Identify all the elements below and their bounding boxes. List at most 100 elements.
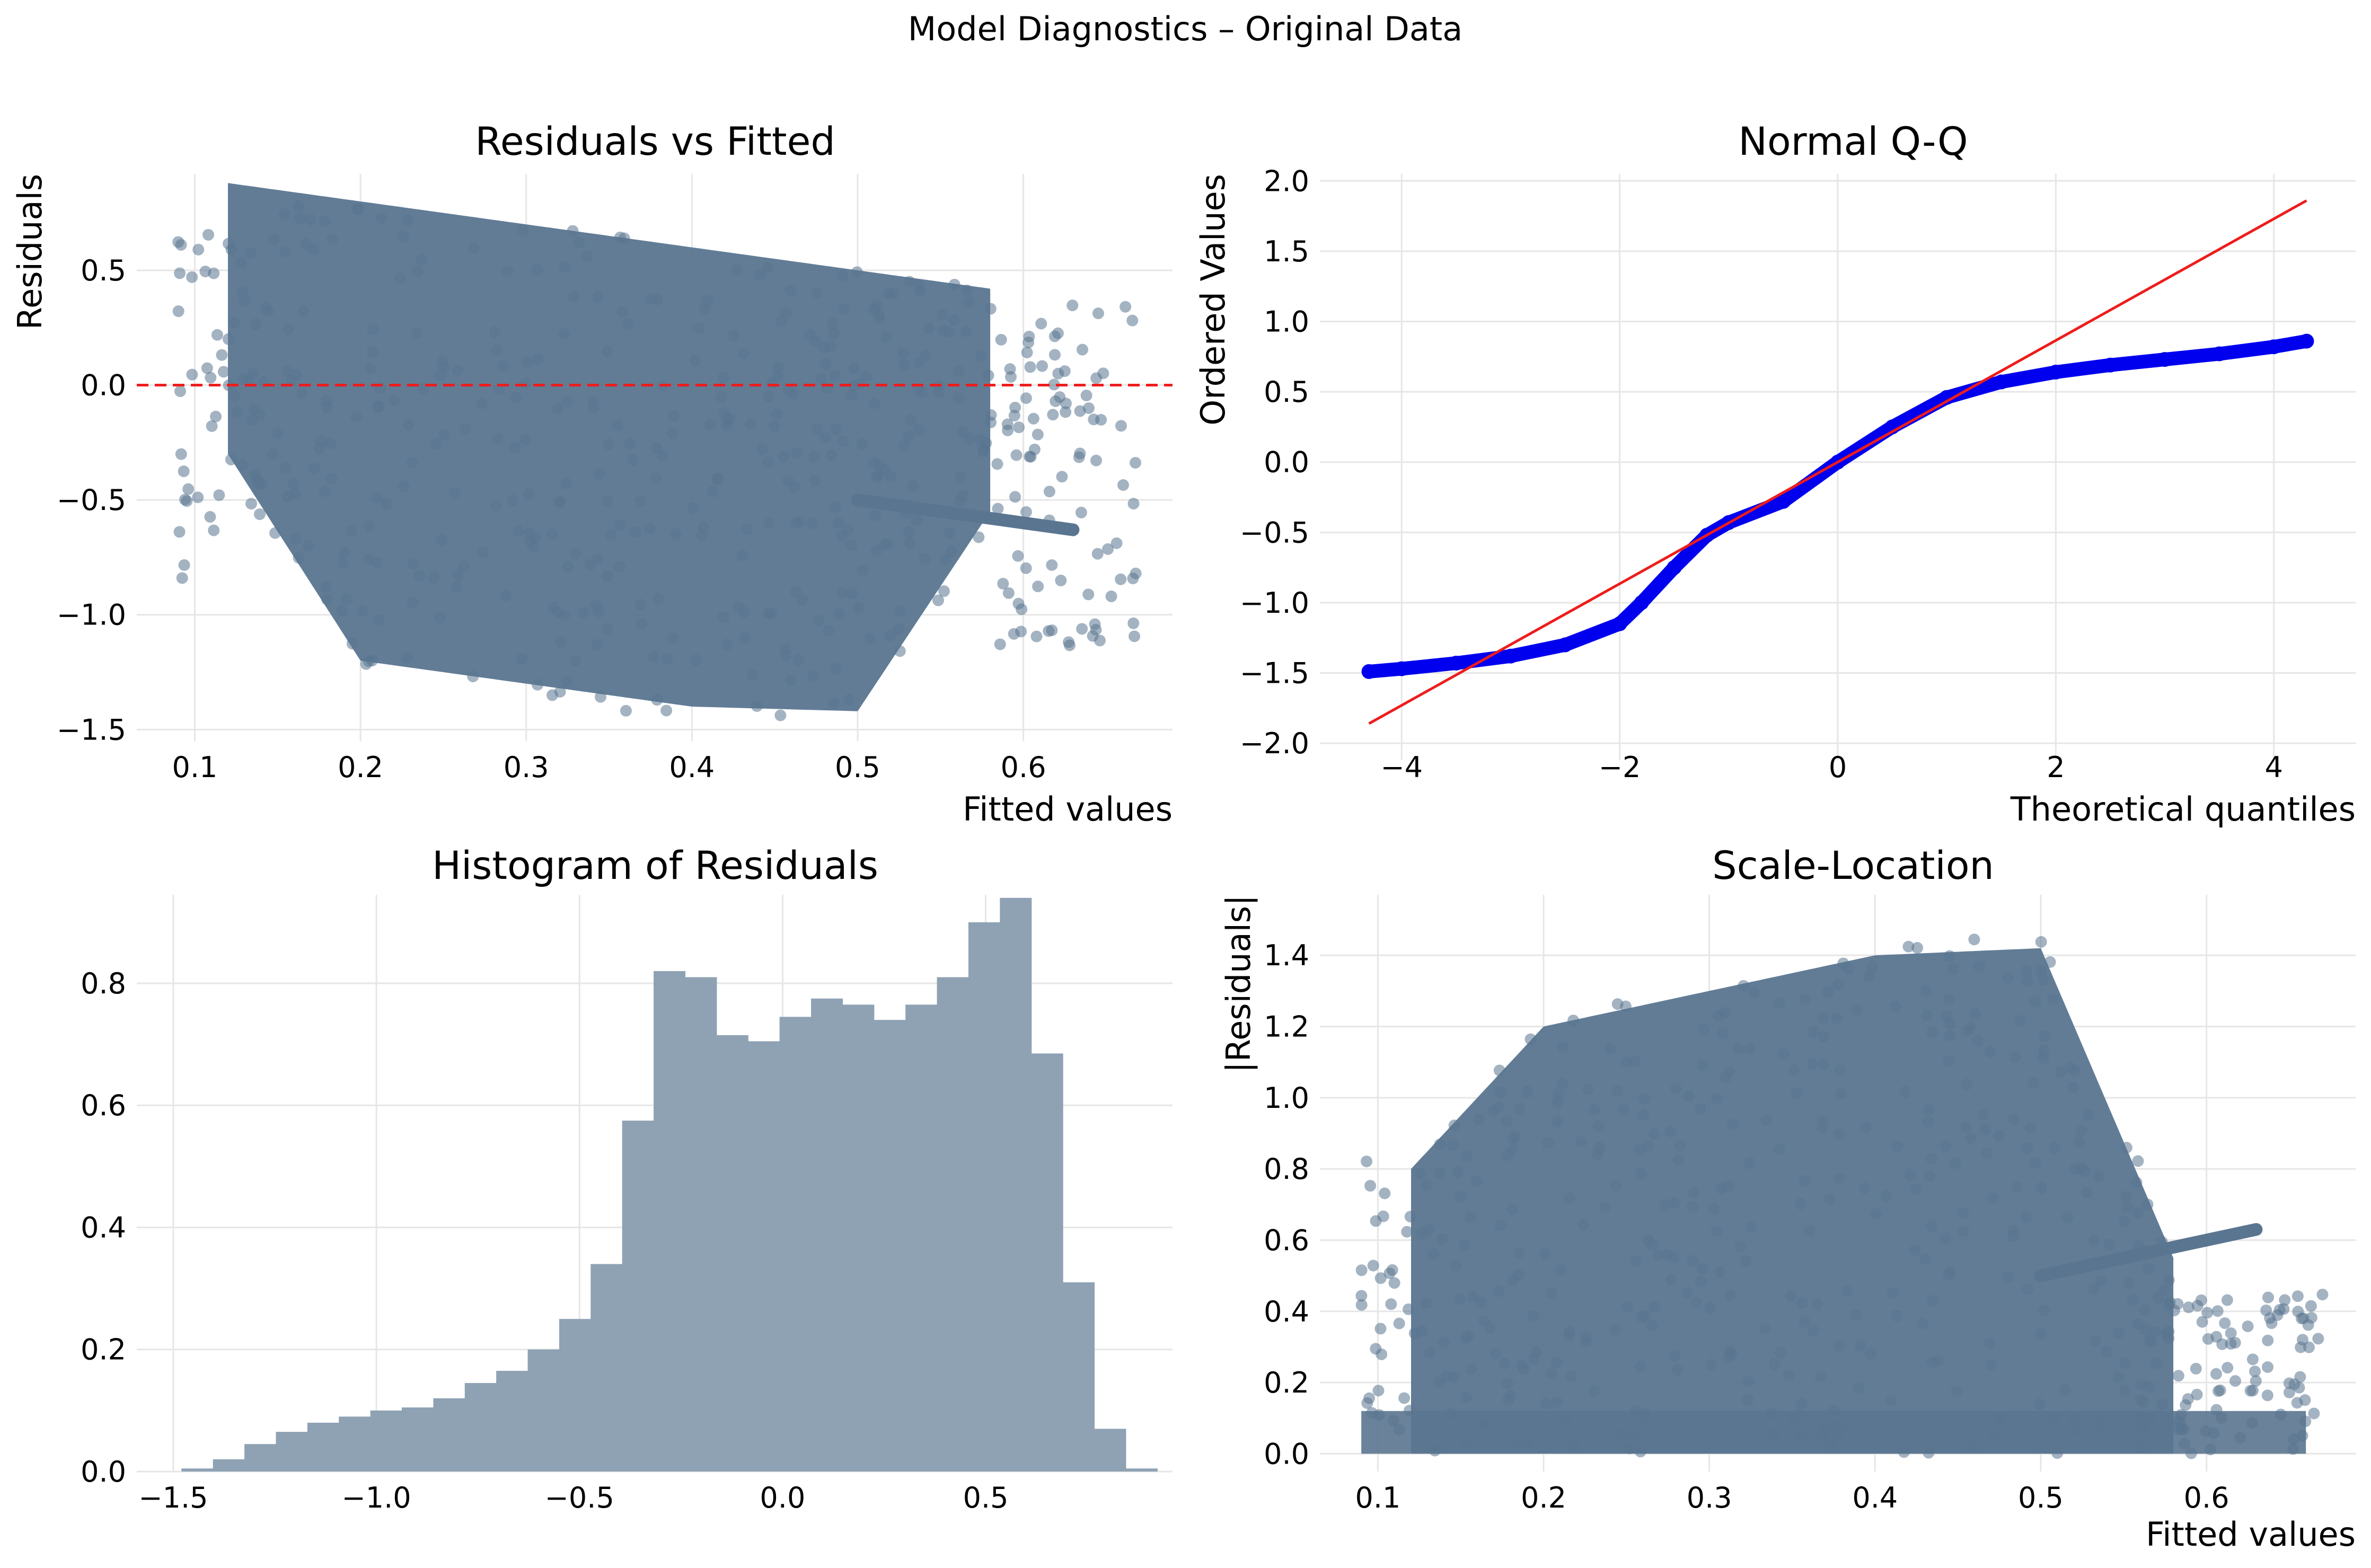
scale-location-point: [2262, 1361, 2274, 1373]
scale-location-point: [2035, 1327, 2047, 1340]
scale-location-point: [1563, 1326, 1575, 1338]
figure-title: Model Diagnostics – Original Data: [908, 10, 1462, 48]
residual-point: [1004, 363, 1016, 375]
residual-point: [830, 423, 842, 435]
residual-point: [903, 526, 915, 538]
residual-point: [1117, 479, 1129, 491]
scale-location-point: [1796, 1397, 1808, 1410]
qq-point: [2103, 357, 2118, 373]
scale-location-point: [1502, 1149, 1514, 1161]
histogram-bar: [622, 1120, 654, 1472]
residual-point: [657, 450, 669, 462]
scale-location-point: [1539, 1248, 1552, 1260]
residual-point: [837, 435, 849, 447]
scale-location-point: [1636, 1311, 1648, 1324]
residual-point: [325, 472, 338, 485]
scale-location-point: [2291, 1290, 2304, 1302]
scale-location-point: [2305, 1300, 2317, 1312]
residual-point: [1066, 299, 1079, 312]
qq-point: [1394, 661, 1409, 676]
residual-point: [826, 318, 839, 330]
scale-location-point: [1668, 1251, 1680, 1263]
residual-point: [225, 453, 237, 465]
scale-location-point: [1611, 998, 1624, 1010]
residual-point: [791, 447, 803, 459]
residual-point: [286, 374, 298, 386]
scale-location-point: [2262, 1291, 2274, 1303]
residual-point: [279, 462, 292, 474]
residual-point: [833, 608, 845, 620]
panel-title-normal-qq: Normal Q-Q: [1738, 119, 1968, 164]
residual-point: [293, 552, 305, 564]
scale-location-point: [1902, 940, 1915, 953]
residual-point: [281, 490, 294, 503]
scale-location-point: [1642, 1234, 1654, 1246]
residual-point: [321, 401, 333, 413]
scale-location-point: [1855, 1340, 1867, 1352]
x-tick-label: −0.5: [545, 1481, 614, 1514]
scale-location-point: [1364, 1179, 1377, 1192]
residual-point: [346, 638, 358, 650]
residual-point: [239, 295, 251, 307]
scale-location-point: [1925, 1152, 1937, 1165]
scale-location-point: [1944, 950, 1956, 962]
scale-location-point: [1429, 1444, 1441, 1457]
scale-location-point: [1421, 1179, 1433, 1191]
residual-point: [394, 272, 407, 285]
scale-location-point: [2047, 993, 2059, 1006]
residual-point: [870, 544, 883, 556]
residual-point: [228, 390, 241, 402]
scale-location-point: [1473, 1113, 1485, 1125]
residual-point: [903, 276, 915, 288]
residual-point: [401, 651, 413, 664]
residual-point: [894, 605, 906, 617]
scale-location-point: [1427, 1248, 1440, 1261]
residual-point: [1120, 301, 1132, 313]
scale-location-point: [1973, 960, 1985, 972]
histogram-bar: [307, 1422, 339, 1472]
scale-location-point: [1921, 1009, 1933, 1021]
scale-location-point: [2261, 1389, 2273, 1402]
residual-point: [1023, 330, 1035, 342]
residual-point: [1036, 360, 1048, 372]
scale-location-point: [1795, 1430, 1807, 1442]
residual-point: [912, 424, 924, 436]
x-tick-label: 0: [1829, 751, 1847, 784]
scale-location-point: [1920, 984, 1932, 997]
residual-point: [174, 267, 186, 279]
scale-location-point: [1966, 1439, 1978, 1451]
scale-location-point: [1910, 1183, 1922, 1195]
histogram-bar: [244, 1444, 277, 1472]
scale-location-point: [1724, 1289, 1736, 1301]
scale-location-point: [1832, 1128, 1845, 1140]
residual-point: [746, 668, 759, 681]
residual-point: [847, 380, 859, 392]
scale-location-point: [1509, 1437, 1521, 1449]
scale-location-point: [1467, 1291, 1479, 1303]
residual-point: [1046, 559, 1058, 571]
scale-location-point: [1794, 1197, 1806, 1210]
residual-point: [953, 365, 965, 377]
scale-location-point: [1629, 1405, 1642, 1417]
scale-location-point: [2185, 1447, 2197, 1459]
scale-location-point: [1546, 1288, 1558, 1300]
residual-point: [337, 557, 349, 569]
scale-location-point: [1546, 1368, 1558, 1380]
scale-location-point: [1738, 980, 1750, 992]
x-tick-label: 0.4: [1852, 1481, 1898, 1514]
scale-location-point: [2055, 1065, 2067, 1078]
y-axis-label-residuals-vs-fitted: Residuals: [11, 174, 49, 330]
scale-location-point: [1832, 1340, 1845, 1352]
scale-location-point: [1964, 1132, 1977, 1144]
residual-point: [991, 458, 1003, 470]
residual-point: [806, 517, 818, 530]
scale-location-point: [1564, 1192, 1576, 1204]
residual-point: [315, 435, 328, 447]
residual-point: [809, 335, 821, 347]
scale-location-point: [1478, 1418, 1490, 1430]
scale-location-point: [1932, 1355, 1944, 1367]
residual-point: [762, 456, 774, 469]
residual-point: [581, 250, 594, 262]
residual-point: [228, 316, 241, 329]
scale-location-point: [2061, 1212, 2074, 1224]
